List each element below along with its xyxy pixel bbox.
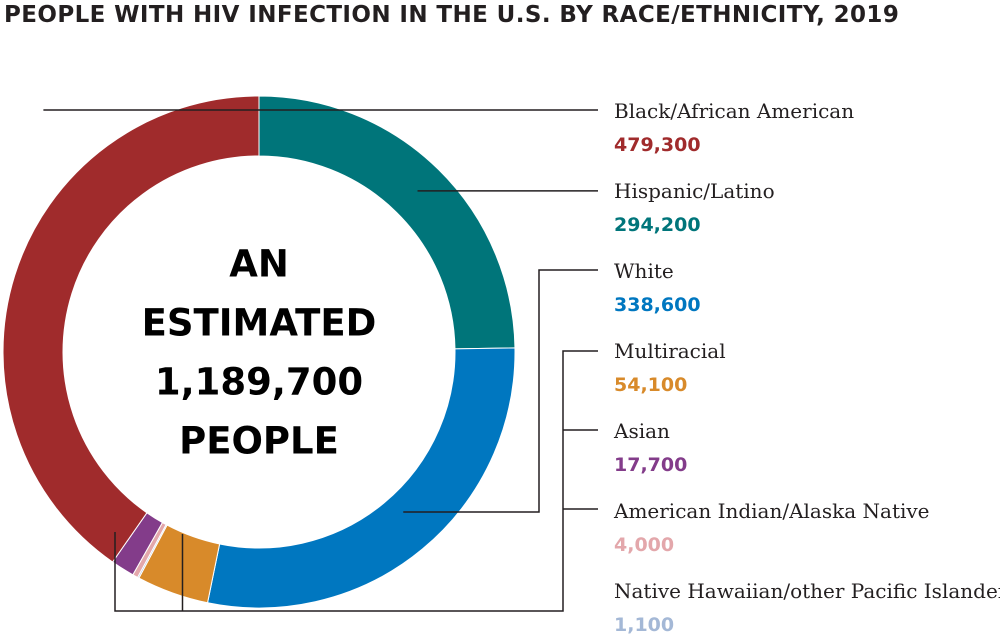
slice-black-african-american xyxy=(2,95,260,563)
legend-value: 1,100 xyxy=(614,614,674,636)
legend-value: 338,600 xyxy=(614,294,701,316)
legend-label: American Indian/Alaska Native xyxy=(613,499,930,523)
legend-value: 479,300 xyxy=(614,134,701,156)
legend-label: Native Hawaiian/other Pacific Islander xyxy=(614,579,1000,603)
leader-white xyxy=(403,269,598,513)
legend: Black/African American 479,300 Hispanic/La… xyxy=(613,99,1000,636)
center-label-line: PEOPLE xyxy=(179,420,339,463)
center-label-line: ESTIMATED xyxy=(142,302,377,345)
leader-lines xyxy=(43,109,598,612)
donut-slices xyxy=(2,95,516,609)
center-label-line: AN xyxy=(229,243,289,286)
chart-title: PEOPLE WITH HIV INFECTION IN THE U.S. BY… xyxy=(4,2,900,28)
legend-label: White xyxy=(614,259,674,283)
leader-bracket xyxy=(114,350,598,612)
legend-value: 4,000 xyxy=(614,534,674,556)
legend-value: 294,200 xyxy=(614,214,701,236)
legend-label: Black/African American xyxy=(614,99,854,123)
legend-value: 17,700 xyxy=(614,454,687,476)
center-label: AN ESTIMATED 1,189,700 PEOPLE xyxy=(142,243,377,463)
legend-value: 54,100 xyxy=(614,374,687,396)
center-label-line: 1,189,700 xyxy=(155,361,363,404)
legend-label: Hispanic/Latino xyxy=(614,179,775,203)
legend-label: Asian xyxy=(613,419,670,443)
legend-label: Multiracial xyxy=(614,339,726,363)
